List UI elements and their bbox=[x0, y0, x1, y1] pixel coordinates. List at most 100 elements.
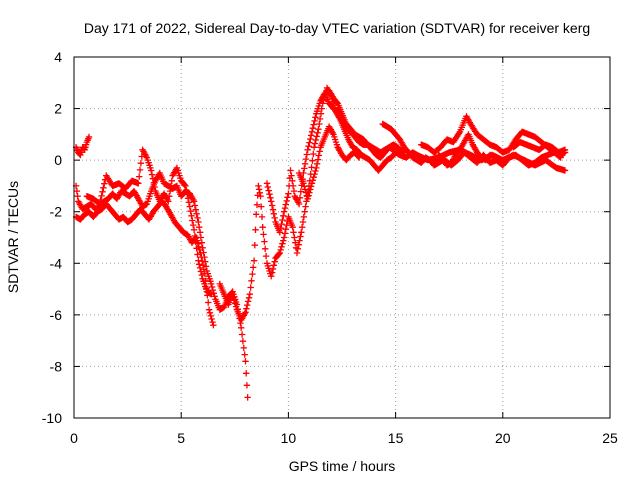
data-point bbox=[295, 241, 302, 248]
data-point bbox=[269, 265, 277, 273]
data-point bbox=[309, 157, 316, 164]
y-tick-label: -4 bbox=[50, 255, 63, 271]
data-point bbox=[268, 273, 275, 280]
data-point bbox=[298, 229, 305, 236]
data-point bbox=[313, 133, 320, 140]
data-point bbox=[310, 144, 318, 151]
data-point bbox=[304, 146, 311, 153]
data-point bbox=[168, 177, 175, 184]
data-point bbox=[306, 139, 313, 146]
data-point bbox=[148, 167, 155, 174]
data-point bbox=[191, 202, 199, 209]
data-point bbox=[289, 177, 296, 184]
data-point bbox=[284, 194, 291, 201]
y-tick-label: 2 bbox=[54, 101, 62, 117]
data-point bbox=[208, 315, 215, 323]
data-point bbox=[194, 214, 201, 222]
data-point bbox=[250, 257, 258, 264]
data-point bbox=[195, 257, 202, 264]
grid bbox=[74, 57, 610, 418]
data-point bbox=[282, 226, 289, 233]
data-point bbox=[196, 261, 203, 268]
data-point bbox=[166, 193, 173, 200]
data-point bbox=[355, 153, 362, 160]
data-point bbox=[294, 245, 301, 252]
data-point bbox=[312, 136, 319, 144]
data-point bbox=[262, 252, 270, 260]
data-point bbox=[246, 291, 253, 298]
data-point bbox=[151, 183, 158, 191]
data-point bbox=[211, 293, 218, 300]
data-point bbox=[190, 221, 197, 229]
data-point bbox=[238, 324, 245, 331]
data-point bbox=[277, 225, 284, 232]
data-point bbox=[315, 126, 322, 133]
data-point bbox=[148, 171, 156, 178]
data-point bbox=[283, 197, 290, 205]
data-point bbox=[267, 194, 274, 201]
data-point bbox=[280, 208, 288, 215]
y-tick-label: -6 bbox=[50, 307, 63, 323]
data-point bbox=[95, 200, 102, 207]
data-point bbox=[301, 160, 309, 167]
data-point bbox=[255, 182, 262, 190]
data-point bbox=[73, 187, 81, 195]
x-axis-label: GPS time / hours bbox=[289, 458, 396, 474]
data-point bbox=[310, 121, 317, 128]
data-point bbox=[268, 202, 276, 209]
data-point bbox=[244, 298, 252, 305]
data-point bbox=[184, 195, 192, 202]
data-point bbox=[268, 269, 276, 276]
data-point bbox=[243, 382, 251, 389]
data-point bbox=[305, 192, 312, 199]
data-point bbox=[247, 284, 254, 291]
data-point bbox=[311, 140, 319, 147]
data-point bbox=[182, 182, 189, 190]
data-point bbox=[137, 160, 145, 167]
data-point bbox=[280, 234, 288, 241]
y-tick-label: -2 bbox=[50, 204, 63, 220]
data-point bbox=[261, 238, 268, 245]
data-point bbox=[251, 242, 258, 249]
data-point bbox=[303, 151, 310, 158]
data-point bbox=[302, 155, 310, 163]
data-point bbox=[249, 270, 256, 278]
data-point bbox=[279, 240, 286, 247]
data-point bbox=[208, 280, 215, 288]
data-point bbox=[207, 312, 214, 320]
data-point bbox=[257, 193, 264, 200]
data-point bbox=[291, 234, 298, 241]
data-point bbox=[289, 182, 297, 190]
data-point bbox=[310, 174, 317, 181]
y-tick-labels: -10 -8 -6 -4 -2 0 2 4 bbox=[42, 49, 62, 426]
data-point bbox=[296, 237, 303, 244]
data-point bbox=[312, 167, 319, 175]
data-point bbox=[229, 291, 236, 298]
data-point bbox=[241, 351, 248, 358]
data-point bbox=[301, 208, 308, 215]
data-point bbox=[276, 229, 283, 236]
data-point bbox=[557, 154, 564, 161]
y-tick-label: 0 bbox=[54, 152, 62, 168]
data-point bbox=[561, 167, 569, 174]
data-point bbox=[271, 214, 278, 222]
data-point bbox=[301, 165, 308, 172]
data-point bbox=[248, 277, 255, 284]
data-point bbox=[263, 180, 271, 187]
data-point bbox=[306, 189, 313, 196]
data-point bbox=[259, 224, 266, 231]
data-point bbox=[300, 213, 307, 221]
data-point bbox=[165, 198, 172, 205]
y-tick-label: -10 bbox=[42, 410, 62, 426]
data-point bbox=[307, 183, 315, 190]
data-point bbox=[232, 303, 240, 310]
data-point bbox=[184, 191, 191, 198]
data-point bbox=[181, 181, 188, 189]
data-point bbox=[281, 230, 289, 237]
data-point bbox=[281, 204, 289, 212]
data-point bbox=[250, 264, 257, 271]
data-point bbox=[299, 218, 307, 226]
data-point bbox=[270, 262, 277, 269]
data-point bbox=[307, 132, 315, 139]
data-point bbox=[307, 186, 314, 193]
